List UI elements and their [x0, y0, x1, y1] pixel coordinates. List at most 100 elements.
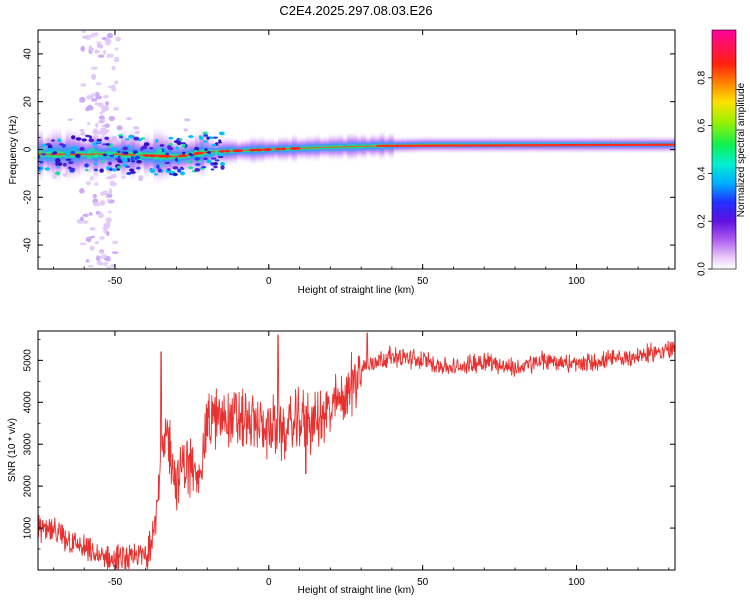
- spectrogram-ridge-speckle: [71, 135, 76, 140]
- spectrogram-hotspot: [289, 147, 298, 150]
- spectrogram-ridge-speckle: [39, 160, 44, 164]
- spectrogram-ridge-speckle: [117, 155, 121, 159]
- spectrogram-noise-blob: [94, 241, 100, 245]
- spectrogram-ridge-speckle: [75, 137, 82, 141]
- spectrogram-ridge-speckle: [38, 154, 41, 159]
- spectrogram-ridge-slice: [98, 132, 104, 177]
- spectrogram-noise-blob: [95, 255, 101, 262]
- spectrogram-ridge-slice: [287, 135, 293, 163]
- spectrogram-noise-blob: [79, 129, 85, 132]
- spectrogram-noise-blob: [108, 53, 114, 58]
- spectrogram-ridge-speckle: [218, 131, 225, 136]
- spectrogram-noise-blob: [86, 104, 93, 110]
- snr-series-line: [38, 332, 675, 570]
- spectrogram-ridge-speckle: [109, 152, 114, 155]
- spectrogram-noise-blob: [106, 231, 110, 236]
- spectrogram-y-tick-label: 40: [23, 48, 34, 60]
- spectrogram-noise-blob: [81, 30, 87, 33]
- spectrogram-ridge-speckle: [105, 143, 110, 146]
- spectrogram-ridge-speckle: [126, 158, 131, 162]
- spectrogram-ridge-slice: [356, 132, 362, 160]
- spectrogram-ridge-speckle: [70, 150, 76, 154]
- spectrogram-noise-blob: [108, 188, 113, 195]
- spectrogram-ridge-speckle: [46, 151, 51, 155]
- spectrogram-ridge-speckle: [214, 150, 219, 156]
- snr-x-tick-label: -50: [108, 577, 123, 588]
- spectrogram-ridge-speckle: [44, 167, 51, 171]
- spectrogram-noise-blob: [89, 227, 96, 231]
- spectrogram-x-tick-label: -50: [108, 276, 123, 287]
- spectrogram-ridge-speckle: [41, 153, 46, 156]
- spectrogram-noise-blob: [80, 83, 87, 87]
- spectrogram-ridge-slice: [365, 134, 371, 159]
- spectrogram-x-tick-label: 50: [417, 276, 429, 287]
- colorbar-frame: [711, 29, 737, 270]
- colorbar-tick-label: 0.0: [697, 262, 708, 276]
- spectrogram-ridge-speckle: [200, 166, 207, 169]
- spectrogram-ridge-slice: [347, 130, 353, 163]
- snr-y-tick-label: 1000: [23, 517, 34, 540]
- spectrogram-x-tick-label: 0: [266, 276, 272, 287]
- spectrogram-ridge-speckle: [72, 145, 77, 151]
- spectrogram-ridge-speckle: [81, 138, 87, 142]
- spectrogram-ridge-speckle: [181, 143, 186, 149]
- spectrogram-ridge-speckle: [93, 162, 98, 166]
- spectrogram-ridge-speckle: [218, 152, 224, 157]
- spectrogram-ridge-speckle: [57, 161, 63, 166]
- spectrogram-ridge-speckle: [65, 158, 72, 161]
- spectrogram-noise-blob: [92, 193, 97, 199]
- spectrogram-noise-blob: [79, 188, 85, 194]
- spectrogram-hotspot: [219, 149, 226, 153]
- spectrogram-noise-blob: [100, 250, 104, 255]
- spectrogram-noise-blob: [87, 264, 94, 268]
- spectrogram-ridge-slice: [125, 129, 131, 181]
- spectrogram-ridge-speckle: [38, 166, 41, 171]
- spectrogram-ridge-speckle: [178, 138, 183, 141]
- spectrogram-ridge-speckle: [210, 168, 215, 171]
- spectrogram-noise-blob: [105, 217, 112, 224]
- spectrogram-noise-blob: [91, 73, 96, 80]
- spectrogram-y-axis-label: Frequency (Hz): [8, 116, 19, 185]
- colorbar-tick-label: 0.8: [697, 70, 708, 84]
- spectrogram-ridge-slice: [370, 131, 376, 161]
- spectrogram-ridge-speckle: [206, 159, 212, 164]
- spectrogram-ridge-slice: [121, 124, 127, 185]
- spectrogram-noise-blob: [79, 242, 87, 246]
- spectrogram-ridge-speckle: [122, 146, 128, 151]
- spectrogram-ridge-slice: [61, 131, 67, 177]
- spectrogram-hotspot: [224, 149, 231, 153]
- spectrogram-ridge-speckle: [68, 161, 74, 164]
- spectrogram-ridge-speckle: [129, 168, 135, 172]
- snr-y-tick-label: 4000: [23, 391, 34, 414]
- spectrogram-ridge-slice: [314, 132, 321, 163]
- spectrogram-ridge-slice: [47, 128, 53, 181]
- spectrogram-ridge-speckle: [62, 162, 67, 167]
- spectrogram-ridge-speckle: [99, 168, 104, 173]
- spectrogram-ridge-slice: [305, 133, 311, 163]
- spectrogram-ridge-speckle: [47, 148, 54, 152]
- spectrogram-ridge-speckle: [203, 157, 208, 161]
- spectrogram-ridge-speckle: [209, 154, 213, 158]
- spectrogram-noise-blob: [111, 65, 116, 71]
- spectrogram-ridge-slice: [675, 135, 680, 154]
- spectrogram-ridge-slice: [116, 131, 122, 178]
- spectrogram-ridge-speckle: [202, 131, 208, 136]
- spectrogram-ridge-speckle: [203, 134, 209, 137]
- spectrogram-ridge-slice: [111, 133, 117, 176]
- spectrogram-ridge-speckle: [108, 161, 112, 166]
- spectrogram-ridge-speckle: [45, 158, 49, 162]
- spectrogram-x-axis-label: Height of straight line (km): [298, 285, 415, 296]
- spectrogram-noise-blob: [85, 181, 91, 186]
- spectrogram-noise-blob: [97, 54, 105, 58]
- spectrogram-noise-blob: [107, 85, 114, 89]
- spectrogram-ridge-speckle: [159, 144, 165, 147]
- spectrogram-ridge-slice: [130, 125, 136, 184]
- spectrogram-ridge-slice: [176, 136, 182, 177]
- spectrogram-ridge-speckle: [202, 140, 209, 143]
- spectrogram-ridge-speckle: [75, 153, 81, 159]
- spectrogram-noise-blob: [106, 266, 112, 269]
- spectrogram-ridge-speckle: [174, 157, 179, 162]
- spectrogram-noise-blob: [79, 96, 86, 103]
- spectrogram-ridge-speckle: [130, 156, 135, 161]
- spectrogram-ridge-slice: [342, 134, 348, 160]
